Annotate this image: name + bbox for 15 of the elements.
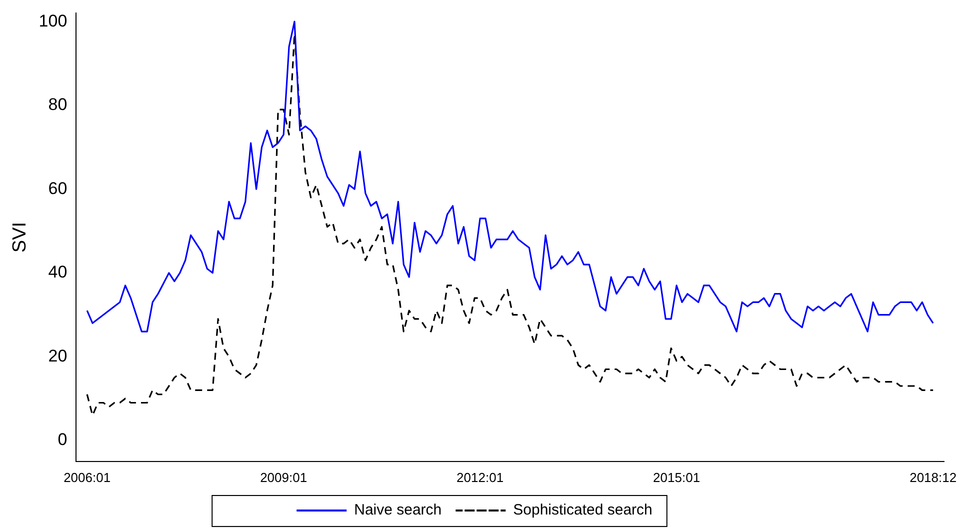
x-tick-label: 2018:12 [910, 470, 957, 485]
x-tick-label: 2012:01 [456, 470, 504, 485]
y-tick-label: 20 [48, 346, 68, 366]
x-tick-label: 2006:01 [64, 470, 111, 485]
y-tick-label: 40 [48, 262, 68, 282]
y-tick-label: 60 [48, 178, 68, 198]
x-tick-label: 2009:01 [260, 470, 308, 485]
y-tick-label: 0 [58, 430, 68, 450]
y-tick-label: 80 [48, 95, 68, 114]
legend-label: Naive search [354, 502, 442, 519]
y-tick-label: 100 [38, 11, 68, 30]
legend-label: Sophisticated search [513, 502, 652, 519]
y-axis-title: SVI [10, 222, 31, 253]
line-series [86, 33, 934, 416]
x-tick-label: 2015:01 [653, 470, 700, 485]
